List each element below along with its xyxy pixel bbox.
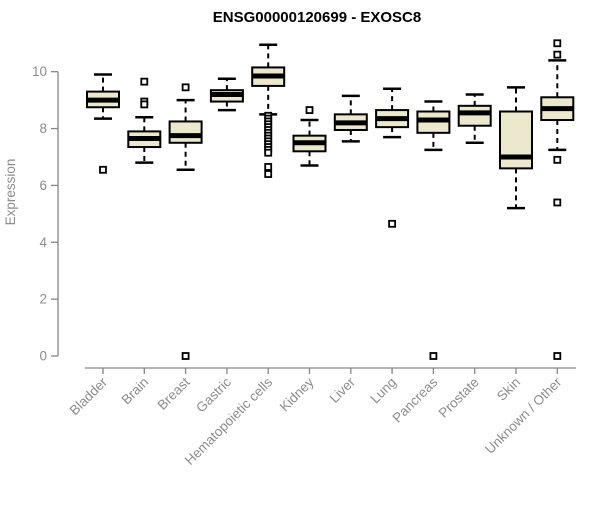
box-bladder [86,73,120,174]
outlier-point [553,198,562,207]
y-axis-label: Expression [3,159,18,226]
x-tick-label: Prostate [436,375,482,421]
x-tick-label: Brain [119,375,152,408]
iqr-box [457,104,492,127]
x-tick-label: Lung [367,375,399,407]
box-prostate [457,93,492,145]
outlier-point [553,50,562,59]
outlier-point [553,352,562,360]
outlier-point [264,170,273,178]
box-hematopoietic-cells [251,43,286,178]
outlier-point [140,100,149,109]
y-tick-label: 10 [32,64,47,79]
outlier-point [181,83,190,92]
box-unknown-other [540,39,575,360]
outlier-point [305,106,314,114]
box-pancreas [416,100,451,360]
box-breast [168,83,203,360]
y-tick-label: 8 [39,121,47,136]
y-tick-label: 6 [39,178,47,193]
box-series [86,39,575,360]
outlier-point [388,219,397,228]
box-liver [333,94,368,143]
box-brain [127,77,162,164]
y-tick-label: 0 [39,349,47,364]
y-tick-label: 2 [39,292,47,307]
outlier-point [429,352,438,360]
outlier-point [99,165,107,174]
iqr-box [499,110,533,170]
box-lung [375,87,410,228]
x-tick-label: Pancreas [390,374,441,425]
box-kidney [292,106,327,167]
outlier-point [264,148,273,157]
outlier-point [181,352,190,360]
box-gastric [209,77,244,112]
y-tick-label: 4 [39,235,47,250]
x-tick-label: Bladder [67,374,111,418]
box-skin [499,86,533,210]
x-tick-label: Unknown / Other [482,374,565,457]
outlier-point [140,77,149,86]
outlier-point [264,163,273,171]
outlier-point [553,155,562,164]
x-tick-label: Breast [155,374,193,412]
chart-title: ENSG00000120699 - EXOSC8 [213,9,421,26]
outlier-point [553,39,562,48]
x-tick-label: Skin [494,375,523,404]
x-tick-label: Gastric [193,374,234,415]
iqr-box [168,120,203,144]
x-tick-label: Liver [327,374,359,406]
x-tick-label: Kidney [277,374,317,414]
